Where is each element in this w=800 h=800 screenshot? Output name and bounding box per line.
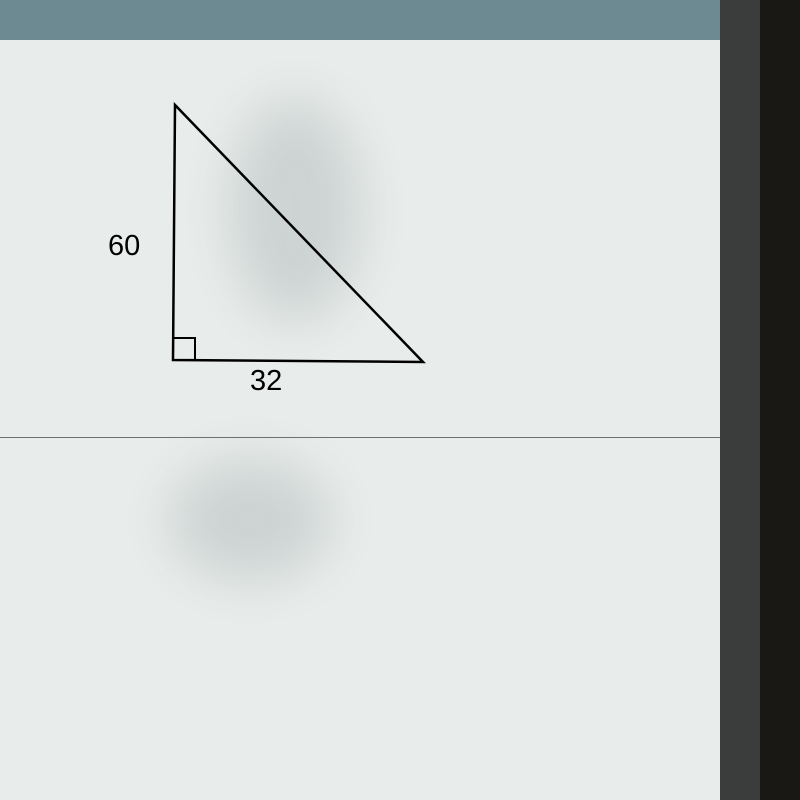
device-frame-inner: [720, 0, 760, 800]
right-triangle-diagram: [155, 100, 455, 385]
screen-smudge-2: [170, 460, 330, 580]
screen-background: 60 32: [0, 0, 800, 800]
vertical-side-label: 60: [108, 230, 140, 263]
header-strip: [0, 0, 800, 40]
triangle-shape: [173, 105, 423, 362]
content-area: 60 32: [0, 40, 720, 800]
horizontal-side-label: 32: [250, 365, 282, 398]
device-frame-outer: [760, 0, 800, 800]
right-angle-marker-icon: [173, 338, 195, 360]
horizontal-divider: [0, 437, 720, 438]
